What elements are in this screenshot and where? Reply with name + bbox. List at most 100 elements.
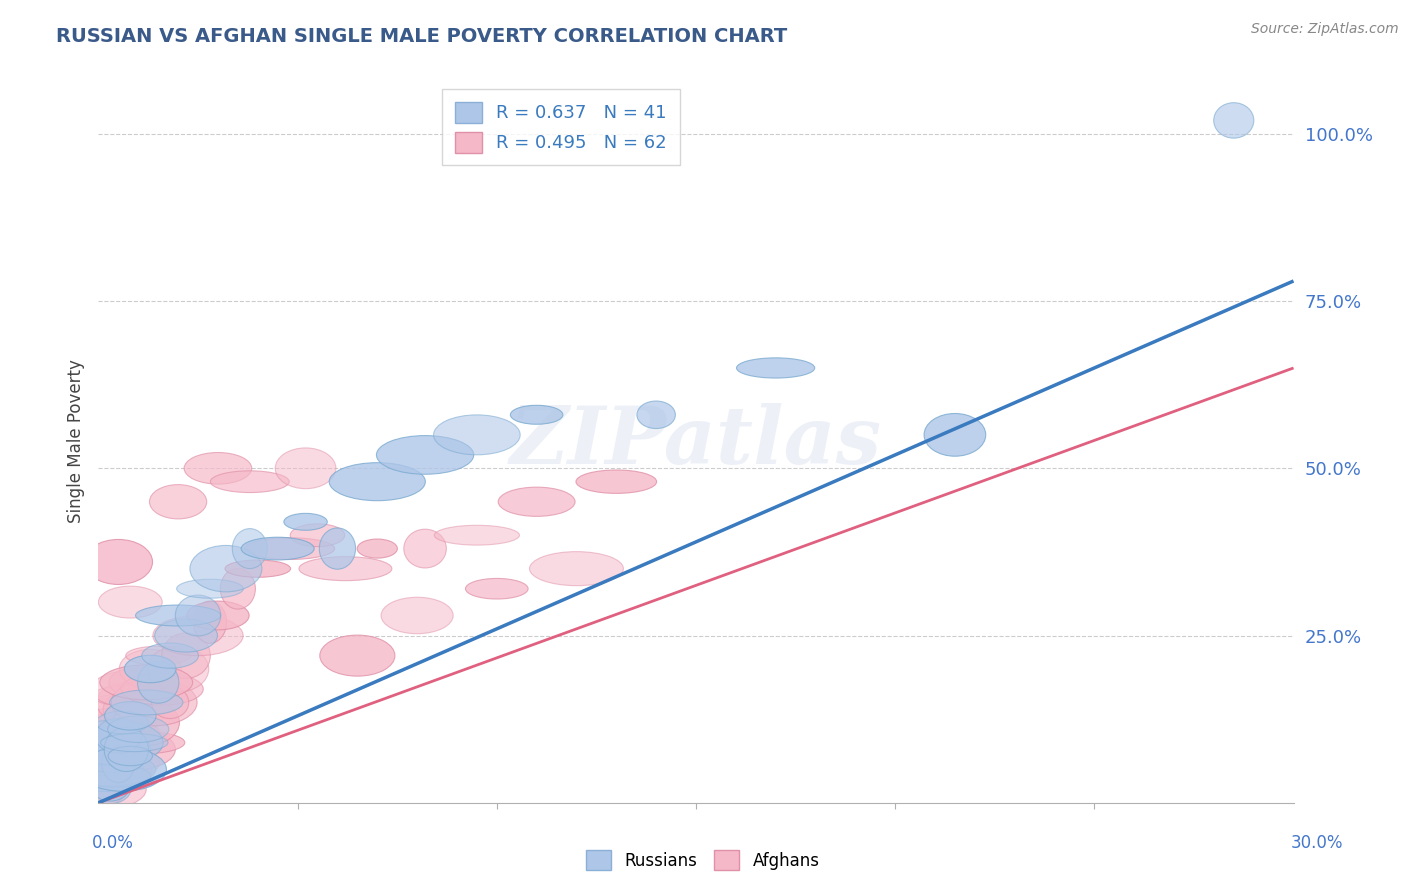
Ellipse shape — [498, 487, 575, 516]
Ellipse shape — [637, 401, 675, 428]
Ellipse shape — [1213, 103, 1254, 138]
Ellipse shape — [152, 686, 188, 719]
Ellipse shape — [79, 765, 150, 787]
Ellipse shape — [103, 694, 142, 724]
Text: Source: ZipAtlas.com: Source: ZipAtlas.com — [1251, 22, 1399, 37]
Text: ZIPatlas: ZIPatlas — [510, 403, 882, 480]
Ellipse shape — [73, 773, 131, 805]
Ellipse shape — [125, 646, 191, 665]
Ellipse shape — [96, 719, 142, 753]
Ellipse shape — [290, 524, 344, 547]
Ellipse shape — [225, 560, 291, 577]
Ellipse shape — [89, 740, 149, 785]
Ellipse shape — [232, 529, 267, 568]
Ellipse shape — [101, 733, 167, 752]
Ellipse shape — [93, 729, 176, 770]
Ellipse shape — [221, 568, 256, 609]
Ellipse shape — [433, 415, 520, 455]
Ellipse shape — [211, 471, 290, 492]
Legend: Russians, Afghans: Russians, Afghans — [582, 846, 824, 875]
Ellipse shape — [91, 685, 169, 706]
Ellipse shape — [70, 726, 150, 772]
Ellipse shape — [86, 754, 120, 798]
Ellipse shape — [67, 730, 162, 756]
Ellipse shape — [65, 723, 148, 749]
Ellipse shape — [97, 682, 156, 723]
Ellipse shape — [319, 635, 395, 676]
Ellipse shape — [104, 727, 149, 772]
Ellipse shape — [242, 537, 314, 560]
Ellipse shape — [110, 690, 183, 714]
Ellipse shape — [153, 615, 243, 656]
Ellipse shape — [94, 734, 150, 764]
Ellipse shape — [79, 747, 166, 791]
Ellipse shape — [530, 551, 623, 586]
Ellipse shape — [69, 741, 152, 757]
Ellipse shape — [69, 714, 152, 744]
Ellipse shape — [83, 761, 129, 805]
Ellipse shape — [149, 484, 207, 519]
Ellipse shape — [91, 670, 177, 708]
Ellipse shape — [100, 665, 193, 700]
Ellipse shape — [101, 743, 135, 782]
Ellipse shape — [115, 723, 162, 749]
Ellipse shape — [111, 679, 197, 726]
Ellipse shape — [77, 747, 152, 792]
Ellipse shape — [65, 753, 156, 786]
Ellipse shape — [66, 720, 163, 765]
Ellipse shape — [108, 667, 167, 698]
Ellipse shape — [84, 745, 145, 767]
Ellipse shape — [138, 662, 179, 703]
Ellipse shape — [737, 358, 814, 378]
Ellipse shape — [299, 557, 392, 581]
Ellipse shape — [87, 750, 125, 789]
Ellipse shape — [135, 605, 221, 626]
Ellipse shape — [184, 452, 252, 484]
Ellipse shape — [104, 726, 157, 759]
Text: RUSSIAN VS AFGHAN SINGLE MALE POVERTY CORRELATION CHART: RUSSIAN VS AFGHAN SINGLE MALE POVERTY CO… — [56, 27, 787, 45]
Ellipse shape — [576, 470, 657, 493]
Ellipse shape — [245, 538, 335, 559]
Ellipse shape — [319, 528, 356, 569]
Ellipse shape — [194, 601, 226, 643]
Ellipse shape — [924, 414, 986, 456]
Legend: R = 0.637   N = 41, R = 0.495   N = 62: R = 0.637 N = 41, R = 0.495 N = 62 — [441, 89, 679, 165]
Ellipse shape — [284, 514, 328, 530]
Ellipse shape — [66, 749, 139, 776]
Ellipse shape — [276, 448, 336, 489]
Ellipse shape — [97, 713, 155, 759]
Ellipse shape — [148, 646, 208, 692]
Ellipse shape — [176, 595, 221, 636]
Ellipse shape — [98, 586, 162, 618]
Ellipse shape — [73, 767, 148, 785]
Ellipse shape — [465, 578, 529, 599]
Ellipse shape — [96, 711, 149, 734]
Ellipse shape — [89, 745, 124, 767]
Ellipse shape — [89, 739, 124, 772]
Y-axis label: Single Male Poverty: Single Male Poverty — [66, 359, 84, 524]
Ellipse shape — [70, 764, 142, 789]
Ellipse shape — [108, 747, 152, 765]
Ellipse shape — [84, 540, 152, 584]
Ellipse shape — [121, 673, 204, 706]
Ellipse shape — [79, 707, 157, 738]
Ellipse shape — [434, 525, 519, 545]
Ellipse shape — [82, 749, 124, 776]
Ellipse shape — [73, 730, 141, 756]
Ellipse shape — [404, 529, 446, 568]
Ellipse shape — [58, 774, 155, 791]
Ellipse shape — [112, 699, 180, 746]
Ellipse shape — [381, 598, 453, 633]
Ellipse shape — [108, 716, 169, 742]
Ellipse shape — [59, 770, 146, 809]
Ellipse shape — [124, 656, 176, 682]
Ellipse shape — [510, 405, 562, 425]
Ellipse shape — [357, 539, 398, 558]
Ellipse shape — [73, 695, 163, 737]
Ellipse shape — [53, 730, 150, 769]
Ellipse shape — [329, 463, 426, 500]
Text: 30.0%: 30.0% — [1291, 834, 1343, 852]
Ellipse shape — [155, 619, 218, 652]
Ellipse shape — [89, 764, 132, 801]
Ellipse shape — [377, 435, 474, 475]
